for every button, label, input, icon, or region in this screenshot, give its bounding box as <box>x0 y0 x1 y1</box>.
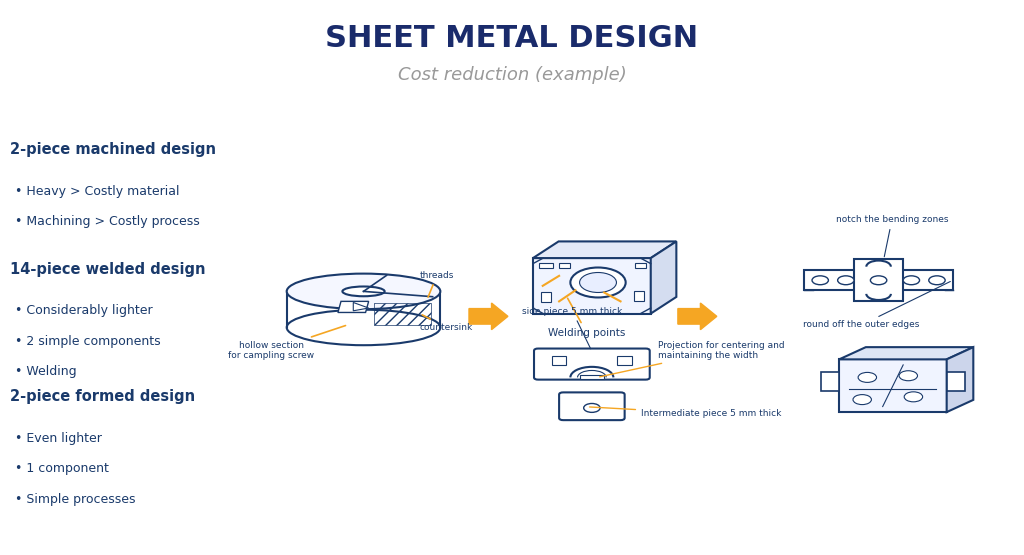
Polygon shape <box>651 241 676 314</box>
Circle shape <box>929 276 945 285</box>
Circle shape <box>838 276 854 285</box>
Text: Welding points: Welding points <box>548 298 626 338</box>
Text: side piece 5 mm thick: side piece 5 mm thick <box>522 306 623 349</box>
Circle shape <box>858 372 877 382</box>
Ellipse shape <box>287 274 440 309</box>
Circle shape <box>904 392 923 402</box>
Text: • Machining > Costly process: • Machining > Costly process <box>15 215 200 229</box>
Bar <box>374 303 431 325</box>
Text: 14-piece welded design: 14-piece welded design <box>10 261 206 277</box>
Text: hollow section
for campling screw: hollow section for campling screw <box>228 326 345 360</box>
Bar <box>552 356 566 365</box>
Polygon shape <box>353 302 369 311</box>
Circle shape <box>899 371 918 381</box>
Text: 2-piece formed design: 2-piece formed design <box>10 389 196 405</box>
Text: notch the bending zones: notch the bending zones <box>836 215 948 257</box>
Text: countersink: countersink <box>420 315 473 332</box>
Polygon shape <box>840 347 973 360</box>
Bar <box>541 292 551 302</box>
Text: Cost reduction (example): Cost reduction (example) <box>397 66 627 84</box>
Circle shape <box>853 395 871 405</box>
Ellipse shape <box>342 286 385 296</box>
Circle shape <box>580 273 616 292</box>
FancyBboxPatch shape <box>559 392 625 420</box>
Bar <box>854 259 903 301</box>
Polygon shape <box>840 360 946 412</box>
Circle shape <box>903 276 920 285</box>
Text: • Simple processes: • Simple processes <box>15 493 136 506</box>
Text: threads: threads <box>420 270 455 297</box>
Text: • Welding: • Welding <box>15 365 77 379</box>
Bar <box>559 263 570 268</box>
FancyBboxPatch shape <box>535 349 649 380</box>
Bar <box>580 375 604 379</box>
Text: SHEET METAL DESIGN: SHEET METAL DESIGN <box>326 24 698 53</box>
Circle shape <box>584 403 600 412</box>
Bar <box>805 270 952 290</box>
Bar <box>635 263 646 268</box>
Text: • Considerably lighter: • Considerably lighter <box>15 304 153 317</box>
Bar <box>617 356 632 365</box>
Text: • 1 component: • 1 component <box>15 462 110 476</box>
Text: • Even lighter: • Even lighter <box>15 432 102 445</box>
Ellipse shape <box>287 310 440 345</box>
Polygon shape <box>532 258 651 314</box>
Text: • 2 simple components: • 2 simple components <box>15 335 161 348</box>
FancyArrow shape <box>678 303 717 330</box>
Bar <box>539 263 553 268</box>
Polygon shape <box>821 372 840 391</box>
Polygon shape <box>946 372 965 391</box>
FancyArrow shape <box>469 303 508 330</box>
Text: round off the outer edges: round off the outer edges <box>803 281 950 330</box>
Circle shape <box>812 276 828 285</box>
Polygon shape <box>946 347 973 412</box>
Text: Projection for centering and
maintaining the width: Projection for centering and maintaining… <box>600 341 785 377</box>
Text: Intermediate piece 5 mm thick: Intermediate piece 5 mm thick <box>590 407 781 418</box>
Circle shape <box>870 276 887 285</box>
Polygon shape <box>338 301 369 312</box>
Text: • Heavy > Costly material: • Heavy > Costly material <box>15 185 180 198</box>
Text: 2-piece machined design: 2-piece machined design <box>10 142 216 158</box>
Bar <box>634 291 644 301</box>
Polygon shape <box>532 241 676 258</box>
Circle shape <box>570 268 626 297</box>
